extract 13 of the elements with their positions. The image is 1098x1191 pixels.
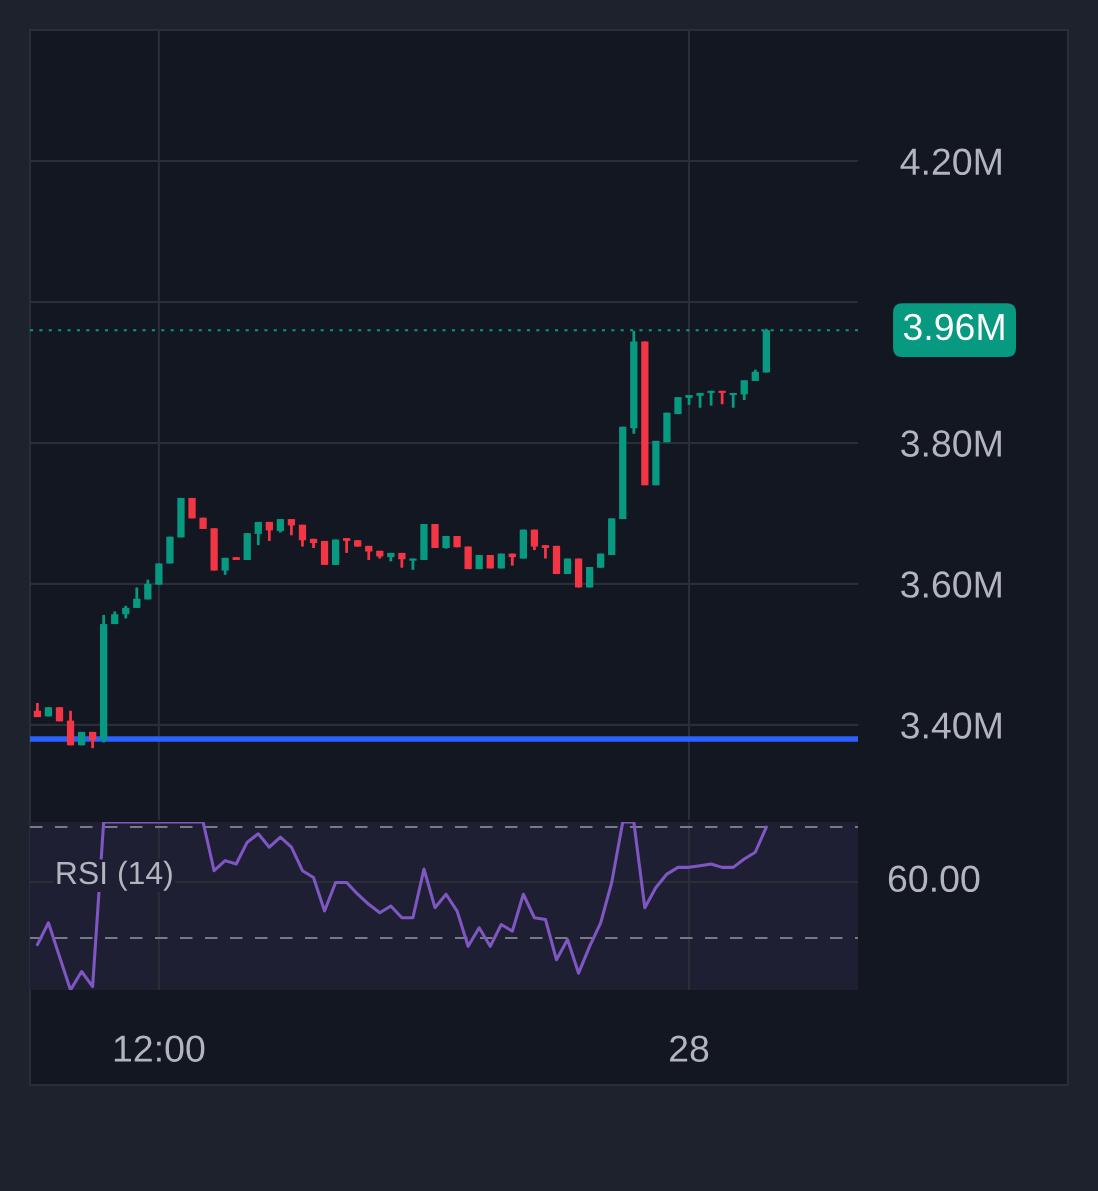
- y-tick-label: 3.60M: [901, 571, 1001, 598]
- y-tick-label: 3.40M: [901, 712, 1001, 739]
- candlestick: [133, 586, 141, 610]
- text: RSI (14): [57, 860, 172, 891]
- candlestick: [740, 378, 748, 402]
- text: 60.00: [888, 865, 980, 893]
- y-tick-label: 3.80M: [901, 430, 1001, 457]
- candlestick: [729, 391, 737, 410]
- candlestick: [155, 562, 163, 587]
- y-tick-label: 4.20M: [900, 148, 1001, 176]
- x-tick-label: 28: [670, 1035, 709, 1062]
- x-tick-label: 12:00: [114, 1035, 205, 1062]
- ref-line-label: 3.96M: [903, 313, 1004, 341]
